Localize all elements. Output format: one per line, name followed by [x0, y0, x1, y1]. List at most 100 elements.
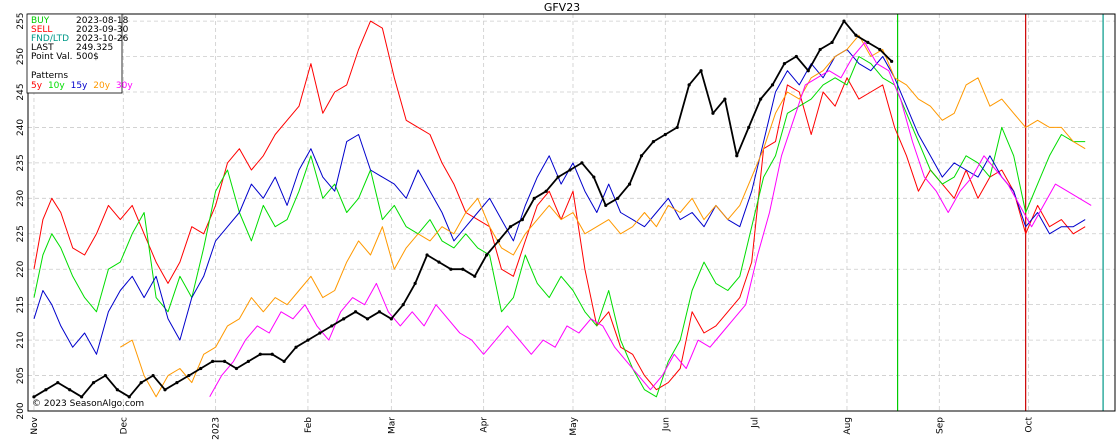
series-point	[675, 125, 679, 130]
series-point	[56, 381, 60, 385]
info-box-frame	[26, 13, 123, 94]
series-point	[353, 310, 358, 314]
info-box: BUY 2023-08-18 SELL 2023-09-30 FND/LTD 2023-1…	[26, 13, 133, 94]
series-point	[115, 388, 119, 392]
legend-10y: 10y	[48, 81, 65, 91]
series-point	[782, 62, 787, 66]
series-point	[401, 303, 405, 307]
x-axis-ticks: Nov Dec 2023 Feb Mar Apr May Jun Jul Aug Sep Oct	[30, 416, 1035, 440]
series-point	[878, 47, 882, 52]
chart-title: GFV23	[544, 1, 580, 14]
info-label: BUY	[31, 16, 50, 26]
x-tick-label: Jul	[751, 417, 761, 429]
series-point	[377, 310, 382, 314]
info-rows: BUY 2023-08-18 SELL 2023-09-30 FND/LTD 2023-1…	[31, 16, 129, 62]
series-point	[699, 69, 703, 73]
series-point	[735, 154, 739, 158]
series-point	[830, 40, 834, 44]
series-point	[306, 338, 310, 342]
series-point	[496, 239, 501, 243]
series-point	[449, 267, 453, 271]
info-label: Point Val.	[31, 52, 73, 62]
series-point	[747, 125, 751, 130]
series-point	[866, 40, 870, 44]
series-point	[818, 47, 822, 52]
info-value: 249.325	[76, 43, 113, 53]
series-lines	[32, 19, 1092, 399]
series-point	[282, 359, 286, 363]
series-line-10y	[33, 56, 1086, 398]
x-tick-label: Apr	[480, 417, 490, 433]
y-tick-label: 255	[16, 12, 26, 29]
y-tick-label: 200	[16, 402, 26, 419]
series-point	[437, 260, 441, 264]
info-value: 500$	[76, 52, 99, 62]
series-point	[532, 196, 536, 200]
legend-5y: 5y	[31, 81, 43, 91]
series-point	[627, 182, 632, 186]
series-point	[485, 253, 489, 257]
series-point	[473, 274, 477, 278]
series-point	[604, 203, 608, 208]
series-point	[91, 381, 96, 385]
y-tick-label: 205	[16, 367, 26, 384]
series-line-5y	[33, 20, 1086, 391]
info-value: 2023-08-18	[76, 16, 129, 26]
series-point	[270, 352, 274, 356]
x-tick-label: Aug	[843, 417, 853, 435]
series-point	[139, 381, 143, 385]
series-line-15y	[33, 48, 1086, 355]
series-point	[103, 373, 108, 378]
legend-30y: 30y	[116, 81, 133, 91]
info-label: LAST	[31, 43, 54, 53]
series-point	[413, 281, 417, 285]
y-tick-label: 230	[16, 189, 26, 206]
series-point	[639, 154, 644, 158]
series-point	[759, 97, 763, 101]
series-point	[199, 366, 203, 371]
series-point	[854, 33, 858, 37]
y-tick-label: 245	[16, 83, 26, 100]
copyright: © 2023 SeasonAlgo.com	[32, 399, 144, 409]
series-point	[806, 69, 810, 73]
series-point	[68, 388, 72, 392]
series-point	[425, 253, 429, 257]
series-point	[544, 189, 548, 193]
series-point	[175, 381, 179, 385]
x-tick-label: Jun	[661, 417, 671, 432]
series-point	[163, 388, 167, 392]
x-tick-label: Oct	[1025, 417, 1035, 433]
patterns-legend: 5y 10y 15y 20y 30y	[31, 81, 133, 91]
series-point	[723, 97, 727, 101]
series-point	[592, 175, 596, 179]
info-value: 2023-10-26	[76, 34, 129, 44]
series-point	[294, 345, 298, 349]
series-point	[330, 324, 334, 328]
series-point	[520, 217, 524, 222]
series-point	[842, 19, 846, 23]
series-point	[365, 317, 370, 321]
series-point	[80, 395, 84, 399]
y-tick-label: 215	[16, 296, 26, 313]
x-tick-label: 2023	[212, 417, 222, 440]
info-label: FND/LTD	[31, 34, 69, 44]
series-point	[258, 352, 262, 356]
patterns-label: Patterns	[31, 71, 68, 81]
y-tick-label: 235	[16, 154, 26, 171]
series-point	[508, 225, 513, 229]
series-point	[890, 59, 894, 63]
series-point	[461, 267, 465, 271]
y-tick-label: 210	[16, 331, 26, 348]
x-tick-label: May	[569, 416, 579, 435]
series-line-20y	[120, 34, 1086, 398]
series-point	[794, 54, 798, 59]
y-axis-ticks: 200 205 210 215 220 225 230 235 240 245 250 255	[16, 12, 26, 419]
y-tick-label: 240	[16, 119, 26, 136]
series-point	[246, 359, 250, 363]
series-point	[651, 140, 655, 144]
series-point	[222, 359, 227, 363]
series-point	[556, 175, 560, 179]
series-point	[234, 366, 239, 371]
